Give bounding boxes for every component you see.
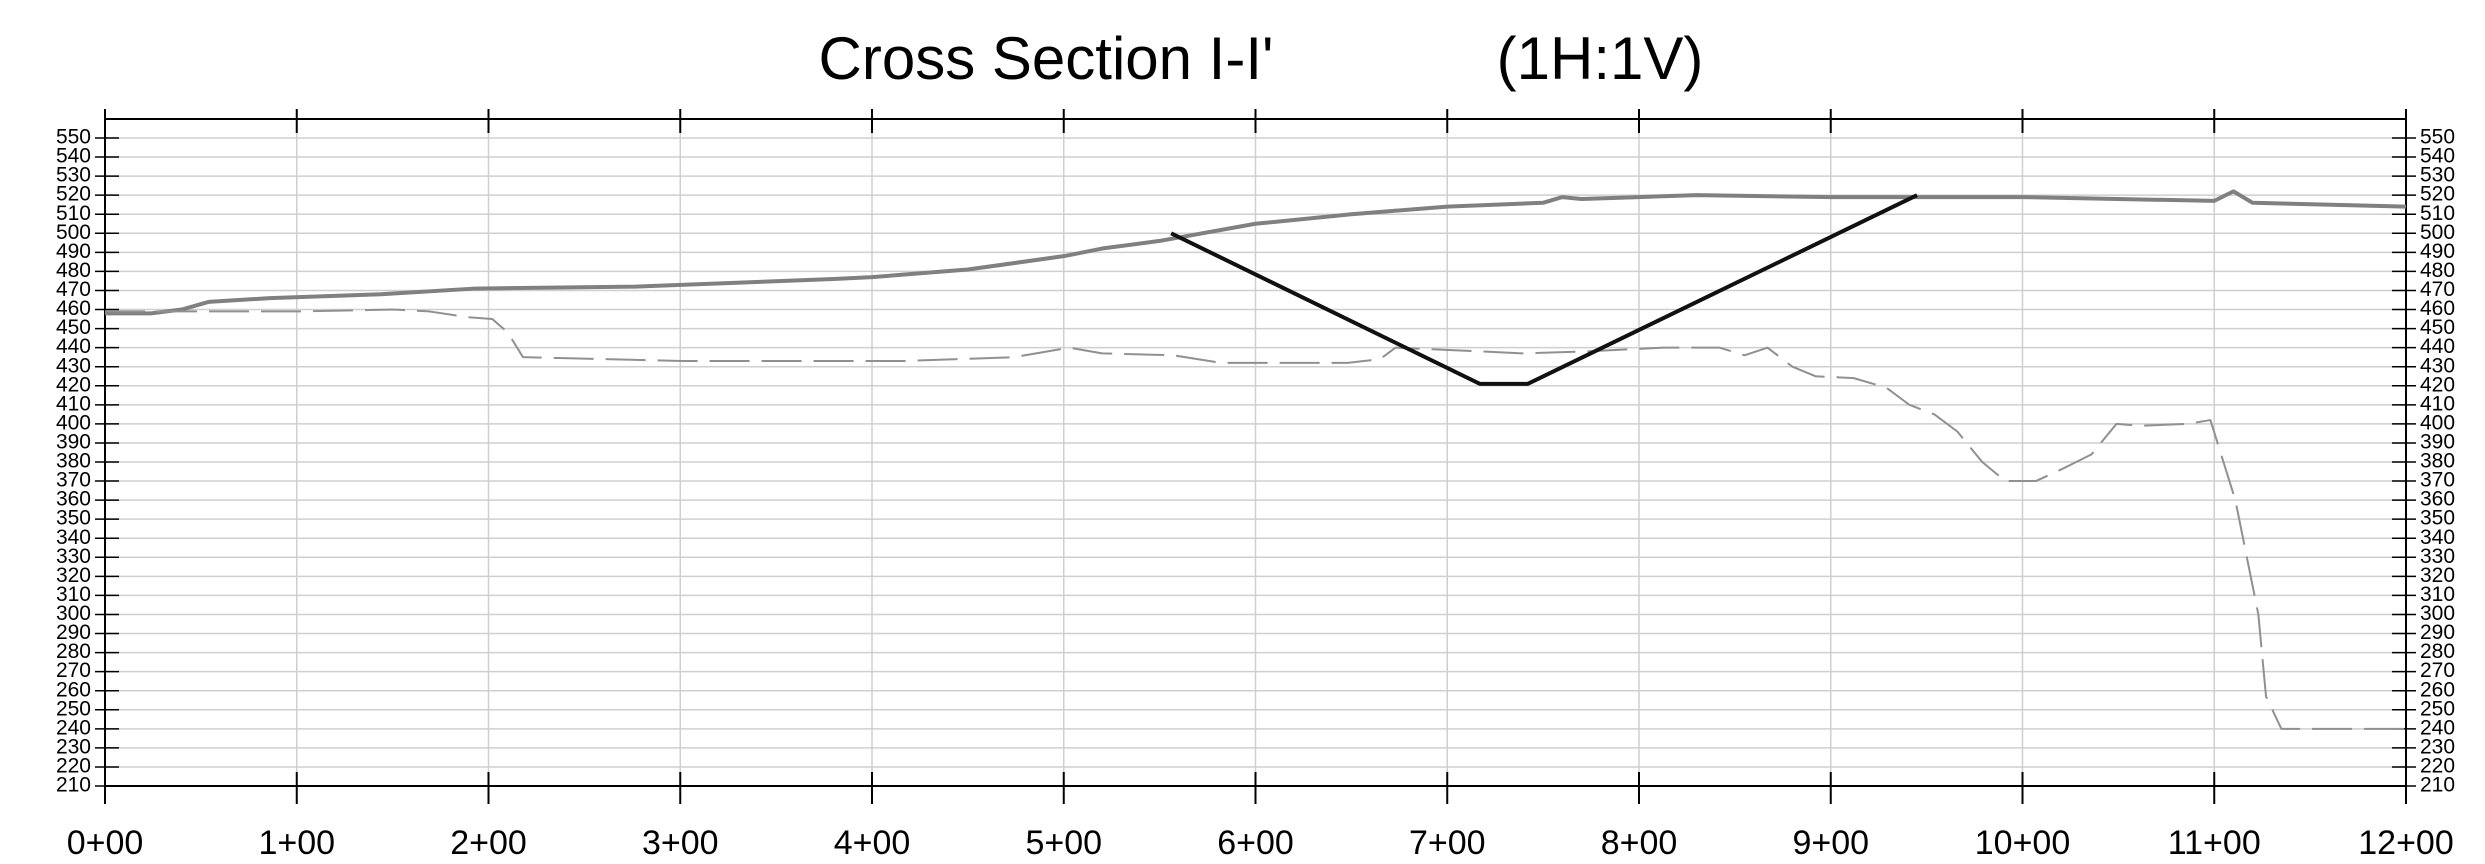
y2-tick-label: 410 <box>2420 392 2455 415</box>
y2-tick-label: 210 <box>2420 774 2455 797</box>
y2-tick-label: 370 <box>2420 469 2455 492</box>
y-tick-label: 380 <box>56 450 91 473</box>
x-tick-label: 0+00 <box>67 824 144 862</box>
y-tick-label: 540 <box>56 145 91 168</box>
y-tick-label: 460 <box>56 297 91 320</box>
y2-tick-label: 290 <box>2420 621 2455 644</box>
y2-tick-label: 270 <box>2420 659 2455 682</box>
x-tick-label: 9+00 <box>1792 824 1869 862</box>
y-tick-label: 340 <box>56 526 91 549</box>
x-tick-label: 1+00 <box>258 824 335 862</box>
profile-line <box>105 189 2407 316</box>
y-tick-label: 230 <box>56 735 91 758</box>
y2-tick-label: 400 <box>2420 411 2455 434</box>
y2-tick-label: 470 <box>2420 278 2455 301</box>
y2-tick-label: 380 <box>2420 450 2455 473</box>
chart-subtitle: (1H:1V) <box>1497 25 1704 92</box>
y2-tick-label: 420 <box>2420 373 2455 396</box>
y-tick-label: 510 <box>56 202 91 225</box>
y2-tick-label: 540 <box>2420 145 2455 168</box>
y-tick-label: 550 <box>56 126 91 149</box>
x-tick-label: 8+00 <box>1601 824 1678 862</box>
y-tick-label: 280 <box>56 640 91 663</box>
y-tick-label: 250 <box>56 697 91 720</box>
y-tick-label: 420 <box>56 373 91 396</box>
y2-tick-label: 300 <box>2420 602 2455 625</box>
y-tick-label: 440 <box>56 335 91 358</box>
x-tick-label: 10+00 <box>1975 824 2071 862</box>
y-tick-label: 270 <box>56 659 91 682</box>
y-tick-label: 500 <box>56 221 91 244</box>
y2-tick-label: 500 <box>2420 221 2455 244</box>
x-tick-label: 11+00 <box>2168 824 2261 862</box>
y2-tick-label: 280 <box>2420 640 2455 663</box>
y-tick-label: 470 <box>56 278 91 301</box>
chart-title: Cross Section I-I' <box>819 25 1274 92</box>
y-tick-label: 330 <box>56 545 91 568</box>
y-tick-label: 220 <box>56 754 91 777</box>
x-tick-label: 6+00 <box>1217 824 1294 862</box>
y2-tick-label: 480 <box>2420 259 2455 282</box>
y2-tick-label: 450 <box>2420 316 2455 339</box>
y-tick-label: 260 <box>56 678 91 701</box>
y2-tick-label: 310 <box>2420 583 2455 606</box>
y-tick-label: 350 <box>56 507 91 530</box>
y2-tick-label: 430 <box>2420 354 2455 377</box>
y-tick-label: 310 <box>56 583 91 606</box>
y-tick-label: 210 <box>56 774 91 797</box>
y2-tick-label: 340 <box>2420 526 2455 549</box>
y-tick-label: 360 <box>56 488 91 511</box>
x-tick-label: 3+00 <box>642 824 719 862</box>
y-tick-label: 430 <box>56 354 91 377</box>
y2-tick-label: 440 <box>2420 335 2455 358</box>
x-tick-label: 4+00 <box>834 824 911 862</box>
y-tick-label: 240 <box>56 716 91 739</box>
y2-tick-label: 390 <box>2420 430 2455 453</box>
y2-tick-label: 250 <box>2420 697 2455 720</box>
y2-tick-label: 550 <box>2420 126 2455 149</box>
y2-tick-label: 320 <box>2420 564 2455 587</box>
y-tick-label: 520 <box>56 183 91 206</box>
y-tick-label: 320 <box>56 564 91 587</box>
y2-tick-label: 240 <box>2420 716 2455 739</box>
x-tick-label: 5+00 <box>1025 824 1102 862</box>
y-tick-label: 290 <box>56 621 91 644</box>
y2-tick-label: 510 <box>2420 202 2455 225</box>
y2-tick-label: 490 <box>2420 240 2455 263</box>
y2-tick-label: 350 <box>2420 507 2455 530</box>
x-tick-label: 12+00 <box>2358 824 2454 862</box>
y2-tick-label: 260 <box>2420 678 2455 701</box>
y-tick-label: 390 <box>56 430 91 453</box>
y2-tick-label: 330 <box>2420 545 2455 568</box>
y-tick-label: 480 <box>56 259 91 282</box>
y-tick-label: 490 <box>56 240 91 263</box>
y2-tick-label: 520 <box>2420 183 2455 206</box>
y2-tick-label: 530 <box>2420 164 2455 187</box>
profile-line <box>105 308 2406 730</box>
y2-tick-label: 220 <box>2420 754 2455 777</box>
y-tick-label: 300 <box>56 602 91 625</box>
y-tick-label: 450 <box>56 316 91 339</box>
y2-tick-label: 230 <box>2420 735 2455 758</box>
x-tick-label: 7+00 <box>1409 824 1486 862</box>
x-tick-label: 2+00 <box>450 824 527 862</box>
y-tick-label: 410 <box>56 392 91 415</box>
y2-tick-label: 460 <box>2420 297 2455 320</box>
profile-line <box>1170 193 1918 386</box>
y-tick-label: 530 <box>56 164 91 187</box>
y2-tick-label: 360 <box>2420 488 2455 511</box>
y-tick-label: 400 <box>56 411 91 434</box>
y-tick-label: 370 <box>56 469 91 492</box>
